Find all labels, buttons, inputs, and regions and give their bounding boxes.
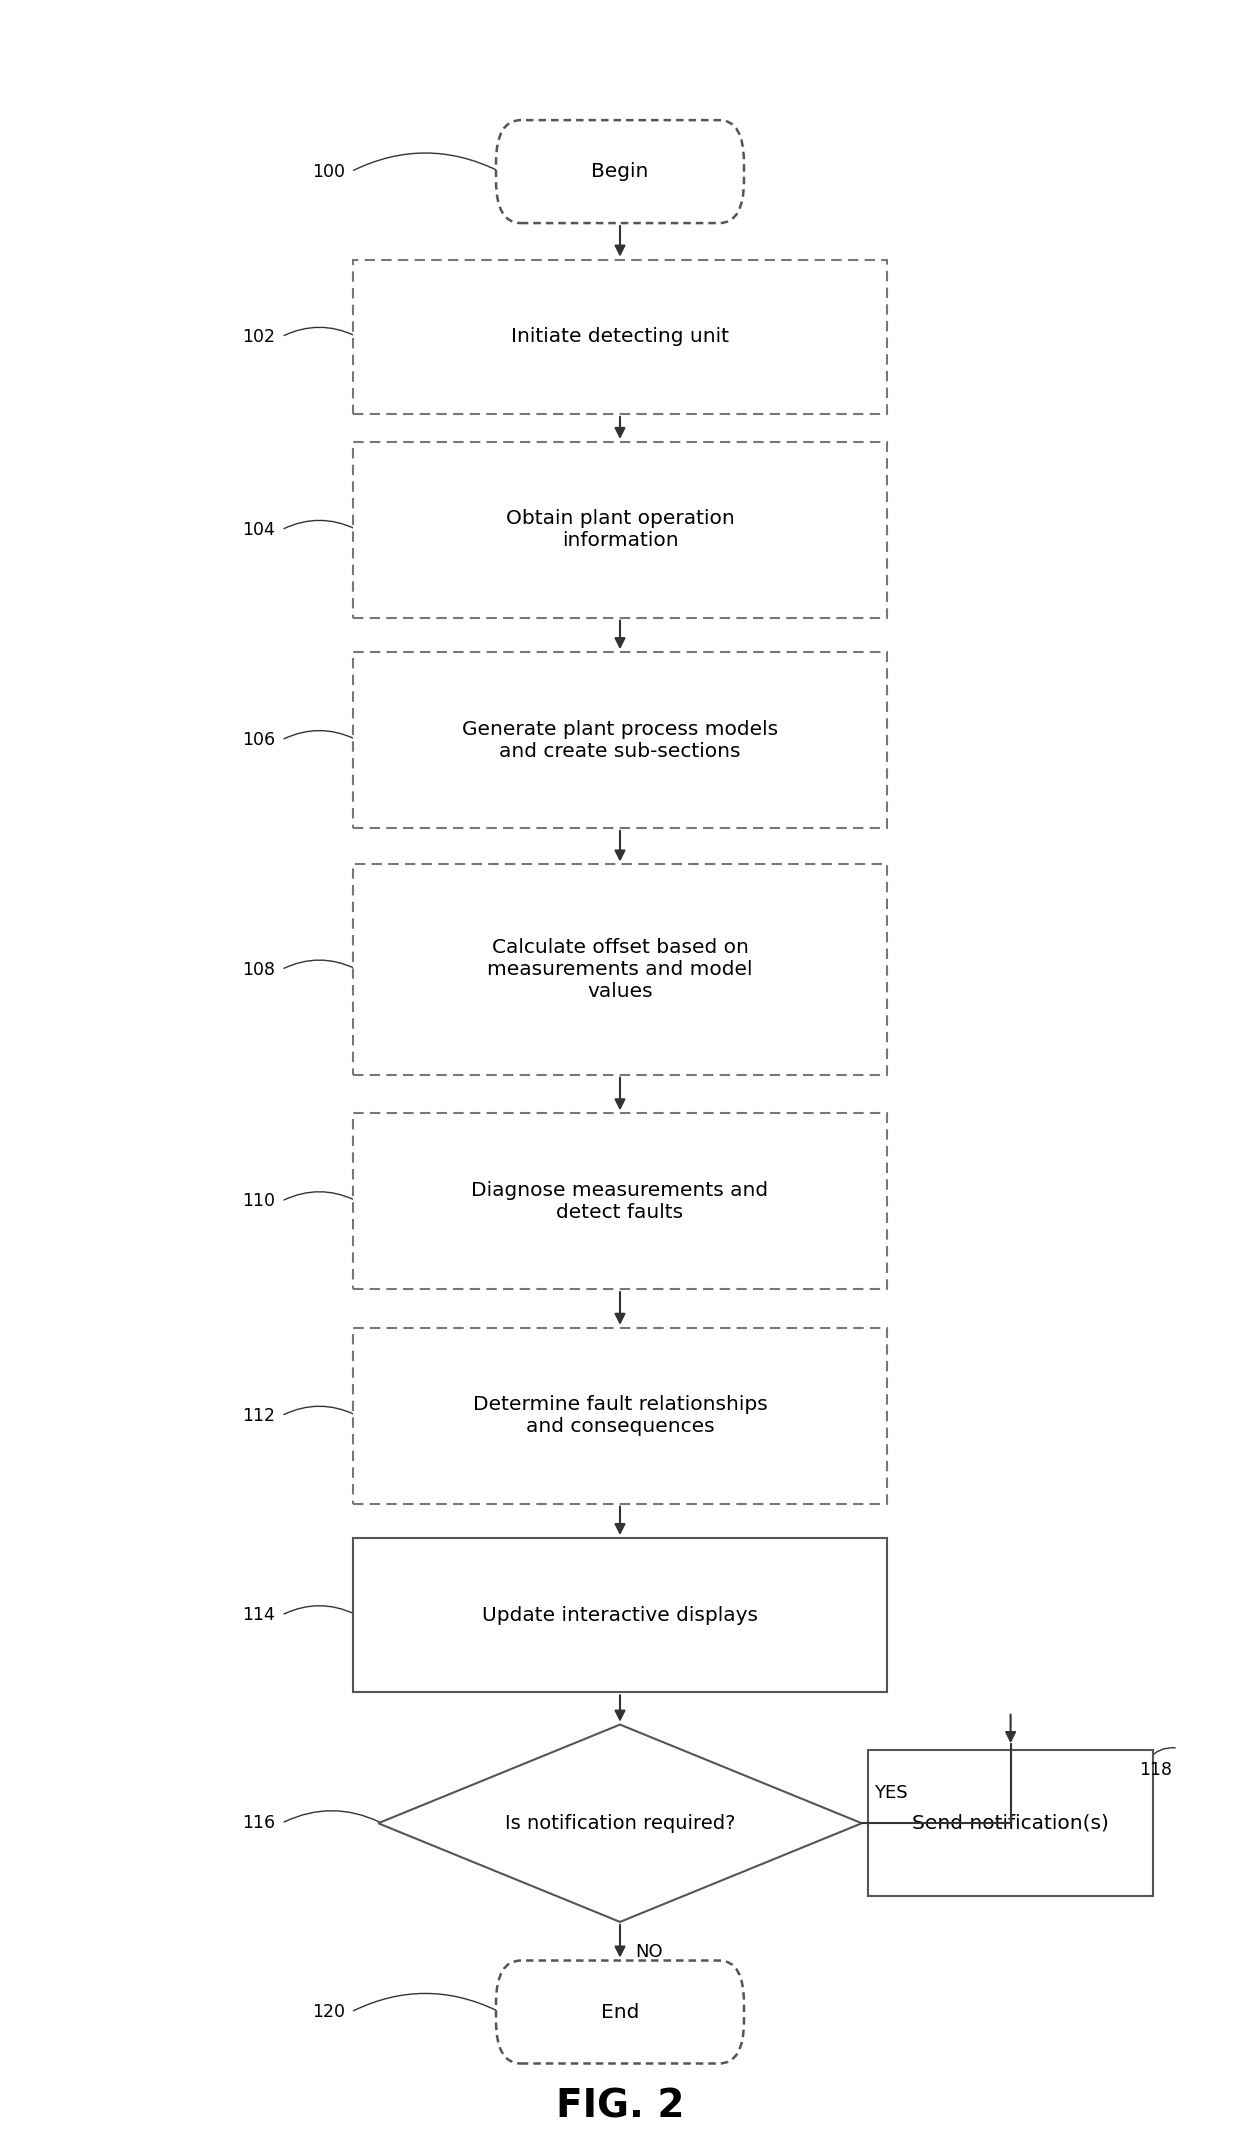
Text: 116: 116 bbox=[242, 1815, 275, 1832]
Bar bbox=[353, 864, 887, 1075]
Text: Is notification required?: Is notification required? bbox=[505, 1815, 735, 1832]
Text: FIG. 2: FIG. 2 bbox=[556, 2087, 684, 2126]
Text: YES: YES bbox=[874, 1785, 908, 1802]
Text: 102: 102 bbox=[242, 328, 275, 345]
Bar bbox=[868, 1750, 1153, 1896]
Bar bbox=[353, 1538, 887, 1692]
Text: End: End bbox=[601, 2003, 639, 2021]
Text: Obtain plant operation
information: Obtain plant operation information bbox=[506, 508, 734, 551]
Bar bbox=[353, 1113, 887, 1289]
Text: 118: 118 bbox=[1138, 1761, 1172, 1778]
Text: Update interactive displays: Update interactive displays bbox=[482, 1607, 758, 1624]
Text: Send notification(s): Send notification(s) bbox=[913, 1815, 1109, 1832]
Bar bbox=[353, 260, 887, 414]
Text: 112: 112 bbox=[242, 1407, 275, 1424]
Text: Diagnose measurements and
detect faults: Diagnose measurements and detect faults bbox=[471, 1180, 769, 1223]
Text: 120: 120 bbox=[311, 2003, 345, 2021]
Text: 108: 108 bbox=[242, 961, 275, 978]
Text: Initiate detecting unit: Initiate detecting unit bbox=[511, 328, 729, 345]
Bar bbox=[353, 442, 887, 618]
FancyBboxPatch shape bbox=[496, 120, 744, 223]
Text: 110: 110 bbox=[242, 1193, 275, 1210]
Text: Begin: Begin bbox=[591, 163, 649, 180]
Text: 106: 106 bbox=[242, 731, 275, 749]
Bar bbox=[353, 1328, 887, 1504]
Text: Calculate offset based on
measurements and model
values: Calculate offset based on measurements a… bbox=[487, 937, 753, 1002]
Text: 114: 114 bbox=[242, 1607, 275, 1624]
Text: Determine fault relationships
and consequences: Determine fault relationships and conseq… bbox=[472, 1394, 768, 1437]
Text: 104: 104 bbox=[242, 521, 275, 538]
FancyBboxPatch shape bbox=[496, 1961, 744, 2063]
Bar bbox=[353, 652, 887, 828]
Text: Generate plant process models
and create sub-sections: Generate plant process models and create… bbox=[463, 719, 777, 761]
Text: 100: 100 bbox=[311, 163, 345, 180]
Text: NO: NO bbox=[635, 1943, 662, 1961]
